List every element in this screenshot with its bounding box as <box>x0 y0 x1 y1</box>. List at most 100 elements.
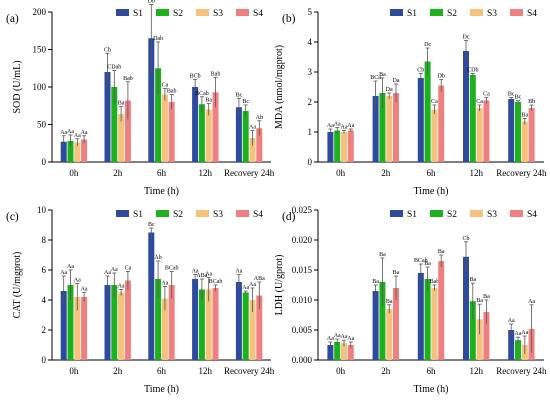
bar-s4-3 <box>212 92 219 162</box>
bar-s3-0 <box>341 132 347 162</box>
significance-label: Aa <box>235 269 242 275</box>
legend-label: S4 <box>253 9 263 19</box>
legend-label: S1 <box>133 210 143 220</box>
significance-label: Cb <box>462 236 469 242</box>
y-tick-label: 5 <box>308 7 313 17</box>
y-tick-label: 0.020 <box>292 235 313 245</box>
legend-swatch-s2 <box>156 210 169 217</box>
significance-label: Dc <box>463 35 470 41</box>
y-tick-label: 0.015 <box>292 265 313 275</box>
bar-s2-1 <box>111 285 118 360</box>
y-axis-title: CAT (U/mgprot) <box>12 252 23 319</box>
significance-label: Aa <box>67 129 74 135</box>
bar-s3-4 <box>521 121 528 162</box>
significance-label: Db <box>148 0 155 5</box>
legend-label: S4 <box>253 210 263 220</box>
bar-s3-1 <box>386 96 393 162</box>
bar-s3-2 <box>161 298 168 360</box>
x-tick-label: 6h <box>427 366 437 376</box>
bar-s1-2 <box>148 232 155 360</box>
legend-swatch-s2 <box>156 9 169 16</box>
significance-label: Ba <box>438 249 445 255</box>
x-tick-label: 0h <box>69 366 79 376</box>
bar-s2-3 <box>198 104 205 162</box>
bar-s4-1 <box>393 93 399 162</box>
significance-label: Cb <box>417 68 424 74</box>
significance-label: Aa <box>334 333 341 339</box>
y-tick-label: 0 <box>308 157 313 167</box>
bar-s2-1 <box>111 87 118 162</box>
bar-s1-2 <box>417 273 424 360</box>
bar-s1-2 <box>417 78 424 162</box>
significance-label: Aa <box>327 336 334 342</box>
significance-label: Cb <box>104 47 111 53</box>
bar-s1-1 <box>104 72 111 162</box>
significance-label: Ba <box>379 252 386 258</box>
panel-letter: (d) <box>282 211 296 223</box>
legend-label: S3 <box>487 210 497 220</box>
significance-label: Aa <box>249 125 256 131</box>
bar-s2-1 <box>379 93 386 162</box>
significance-label: Ba <box>205 98 212 104</box>
bar-s4-2 <box>168 285 175 360</box>
bar-s3-3 <box>476 319 483 360</box>
significance-label: Aa <box>81 130 88 136</box>
x-tick-label: Recovery 24h <box>496 168 547 178</box>
bar-s2-3 <box>469 301 476 360</box>
significance-label: Bb <box>528 99 535 105</box>
significance-label: Db <box>438 74 445 80</box>
bar-s1-3 <box>192 279 199 360</box>
bar-s3-1 <box>118 292 125 360</box>
legend-swatch-s1 <box>390 210 403 217</box>
legend-label: S1 <box>133 9 143 19</box>
legend-label: S4 <box>527 9 537 19</box>
legend-swatch-s2 <box>430 9 443 16</box>
bar-s3-0 <box>74 142 81 162</box>
legend-label: S2 <box>447 210 457 220</box>
bar-s2-0 <box>334 342 341 360</box>
y-axis-title: MDA (nmol/mgprot) <box>274 45 285 129</box>
significance-label: Aa <box>528 299 535 305</box>
y-tick-label: 2 <box>42 325 47 335</box>
significance-label: Aa <box>161 281 168 287</box>
significance-label: Ca <box>476 99 483 105</box>
bar-s3-1 <box>118 114 125 162</box>
significance-label: Bab <box>430 279 440 285</box>
bar-s1-4 <box>508 99 515 162</box>
panel-letter: (c) <box>6 211 19 223</box>
significance-label: Ba <box>483 294 490 300</box>
significance-label: CDb <box>467 68 478 74</box>
significance-label: CDab <box>107 65 121 71</box>
x-tick-label: 0h <box>336 366 346 376</box>
bar-s4-3 <box>483 100 490 162</box>
significance-label: ABa <box>254 276 265 282</box>
bar-s1-4 <box>235 282 242 360</box>
panel-letter: (b) <box>282 13 296 25</box>
significance-label: Aa <box>192 269 199 275</box>
bar-s3-0 <box>74 297 81 360</box>
significance-label: ABa <box>196 273 207 279</box>
bar-s2-2 <box>155 279 162 360</box>
x-tick-label: 12h <box>199 366 213 376</box>
significance-label: Aa <box>104 270 111 276</box>
significance-label: Ba <box>476 298 483 304</box>
x-tick-label: 12h <box>469 168 483 178</box>
bar-s2-4 <box>515 340 521 360</box>
significance-label: Aa <box>347 123 354 129</box>
y-tick-label: 4 <box>308 37 313 47</box>
x-tick-label: Recovery 24h <box>496 366 547 376</box>
bar-s3-2 <box>431 109 438 162</box>
y-tick-label: 3 <box>308 67 313 77</box>
significance-label: Ba <box>379 72 386 78</box>
x-tick-label: 2h <box>113 168 123 178</box>
bar-s1-1 <box>372 291 379 360</box>
x-tick-label: 0h <box>336 168 346 178</box>
significance-label: Aa <box>249 282 256 288</box>
y-tick-label: 0 <box>42 157 47 167</box>
bar-s4-0 <box>347 130 354 162</box>
y-tick-label: 2 <box>308 97 313 107</box>
x-tick-label: 2h <box>381 168 391 178</box>
bar-s3-0 <box>341 343 347 360</box>
